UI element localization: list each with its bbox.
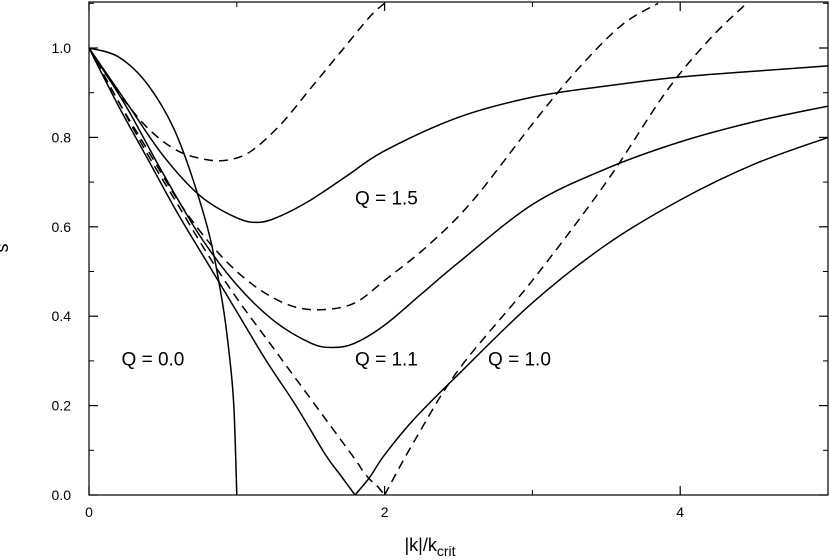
solid-curve-1 — [89, 47, 828, 495]
curve-annotation: Q = 1.0 — [488, 349, 551, 370]
solid-curve-3 — [89, 47, 828, 224]
y-tick-label: 0.8 — [52, 129, 72, 145]
solid-curve-2 — [89, 47, 828, 349]
dashed-curve-7 — [89, 2, 386, 162]
solid-curve-0 — [89, 47, 238, 495]
plot-frame — [88, 1, 829, 496]
x-axis-label-main: |k|/k — [404, 535, 437, 555]
series-group — [89, 2, 828, 495]
x-tick-label: 2 — [381, 504, 389, 520]
y-tick-label: 0.4 — [52, 308, 72, 324]
y-tick-label: 0.0 — [52, 487, 72, 503]
tick-group: 0 2 4 0.0 0.2 0.4 0.6 0.8 1.0 — [52, 2, 828, 520]
y-tick-label: 0.2 — [52, 398, 72, 414]
x-axis-label: |k|/kcrit — [404, 535, 455, 559]
curve-annotation: Q = 1.1 — [355, 349, 418, 370]
annotation-group: Q = 1.5 Q = 1.1 Q = 1.0 Q = 0.0 — [122, 188, 551, 370]
x-axis-label-sub: crit — [437, 543, 456, 559]
dashed-curve-5 — [383, 2, 748, 495]
dashed-curve-6 — [89, 2, 659, 311]
y-tick-label: 1.0 — [52, 40, 72, 56]
curve-annotation: Q = 0.0 — [122, 349, 185, 370]
x-tick-label: 0 — [85, 504, 93, 520]
x-tick-label: 4 — [676, 504, 684, 520]
y-tick-label: 0.6 — [52, 219, 72, 235]
curve-annotation: Q = 1.5 — [355, 188, 418, 209]
y-axis-label: s — [0, 244, 12, 253]
dashed-curve-4 — [89, 47, 386, 495]
